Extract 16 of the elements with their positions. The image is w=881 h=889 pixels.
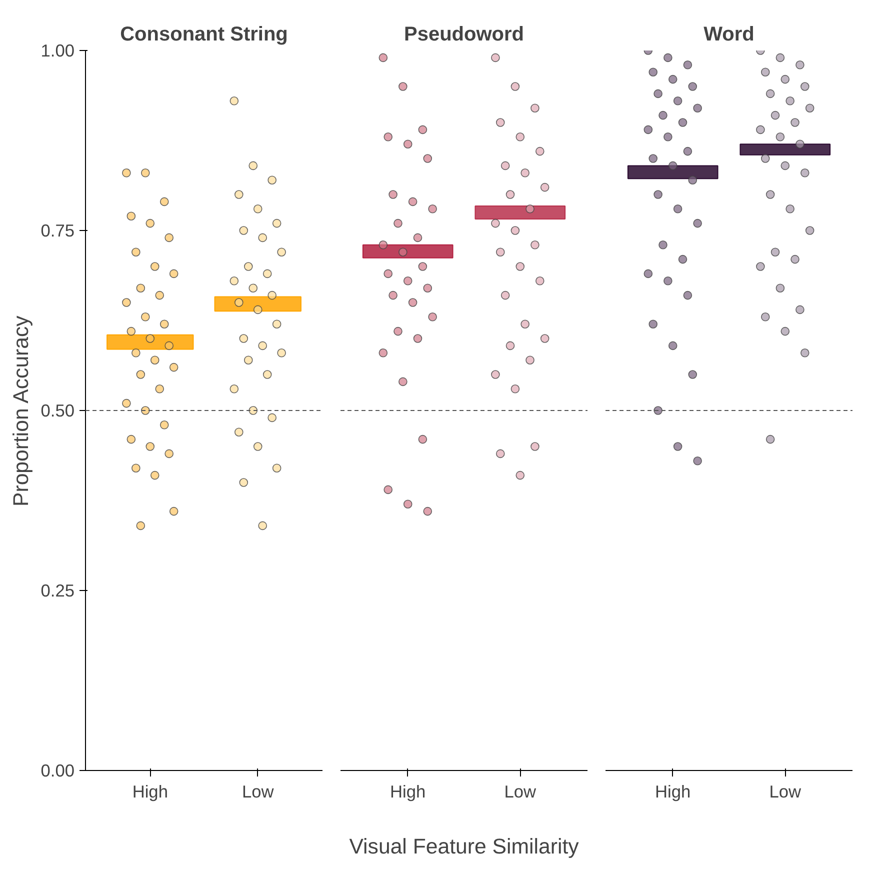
x-tick-label: High xyxy=(390,782,426,802)
x-tick-label: Low xyxy=(242,782,274,802)
x-axis-title: Visual Feature Similarity xyxy=(349,834,580,858)
chart-title: Word xyxy=(704,24,754,46)
x-tick-label: High xyxy=(132,782,168,802)
x-tick-label: Low xyxy=(504,782,537,802)
y-tick-label: 0.50 xyxy=(40,400,75,420)
y-tick-label: 1.00 xyxy=(40,40,75,60)
x-tick-label: Low xyxy=(769,782,802,802)
chart-title: Consonant String xyxy=(120,24,288,46)
y-tick-label: 0.00 xyxy=(40,760,75,780)
chart-title: Pseudoword xyxy=(404,24,524,46)
y-tick-label: 0.75 xyxy=(40,220,75,240)
y-axis-title: Proportion Accuracy xyxy=(8,315,33,507)
y-tick-label: 0.25 xyxy=(40,580,75,600)
x-tick-label: High xyxy=(655,782,691,802)
